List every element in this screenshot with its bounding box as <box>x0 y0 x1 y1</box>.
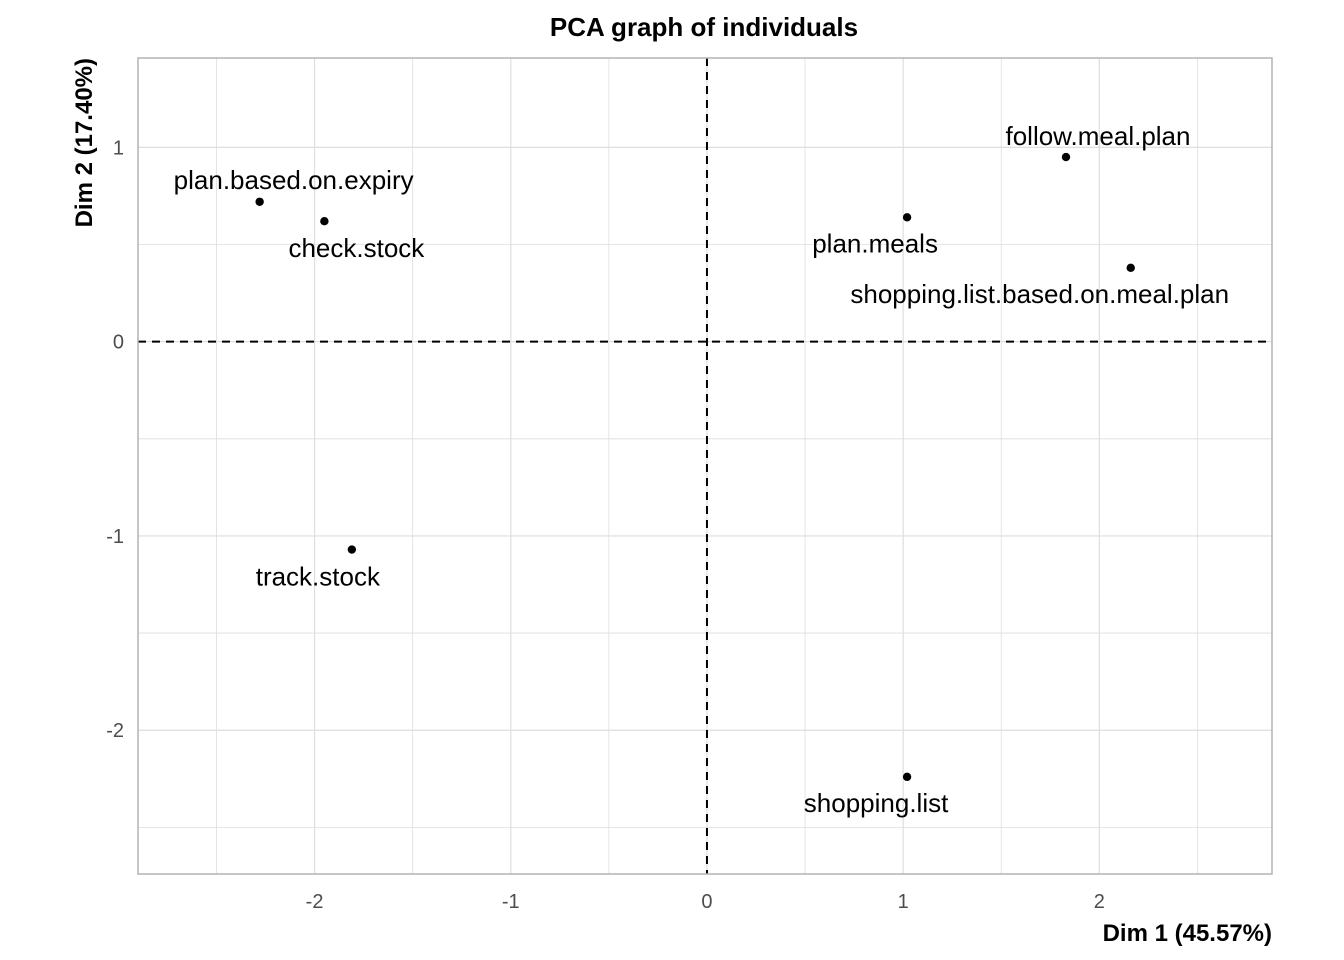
panel-border <box>137 57 1273 875</box>
point-label: shopping.list <box>804 788 949 818</box>
data-points <box>255 152 1135 782</box>
y-tick-label: -2 <box>106 720 124 742</box>
data-point <box>1061 152 1071 162</box>
data-point <box>320 217 329 226</box>
y-axis-title: Dim 2 (17.40%) <box>71 58 98 227</box>
x-tick-label: -1 <box>502 891 520 913</box>
y-tick-label: -1 <box>106 526 124 548</box>
data-point <box>255 197 264 206</box>
reference-lines <box>138 58 1272 874</box>
x-tick-label: 1 <box>898 891 909 913</box>
point-labels: plan.based.on.expiry check.stock track.sto… <box>174 121 1229 818</box>
data-point <box>902 772 912 782</box>
point-label: plan.based.on.expiry <box>174 165 414 195</box>
y-tick-label: 0 <box>113 332 124 354</box>
x-tick-label: 0 <box>701 891 712 913</box>
x-tick-label: 2 <box>1094 891 1105 913</box>
data-point <box>347 545 357 554</box>
data-point <box>1126 263 1135 273</box>
point-label: track.stock <box>256 562 381 592</box>
point-label: plan.meals <box>812 228 938 258</box>
point-label: follow.meal.plan <box>1005 121 1190 151</box>
x-axis-title: Dim 1 (45.57%) <box>1103 920 1272 947</box>
data-point <box>902 213 912 222</box>
y-tick-label: 1 <box>113 137 124 159</box>
point-label: shopping.list.based.on.meal.plan <box>850 279 1229 309</box>
tick-labels: -2 -1 0 1 2 -2 -1 0 1 <box>106 137 1105 913</box>
point-label: check.stock <box>288 233 425 263</box>
x-tick-label: -2 <box>306 891 324 913</box>
chart-title: PCA graph of individuals <box>550 12 858 42</box>
